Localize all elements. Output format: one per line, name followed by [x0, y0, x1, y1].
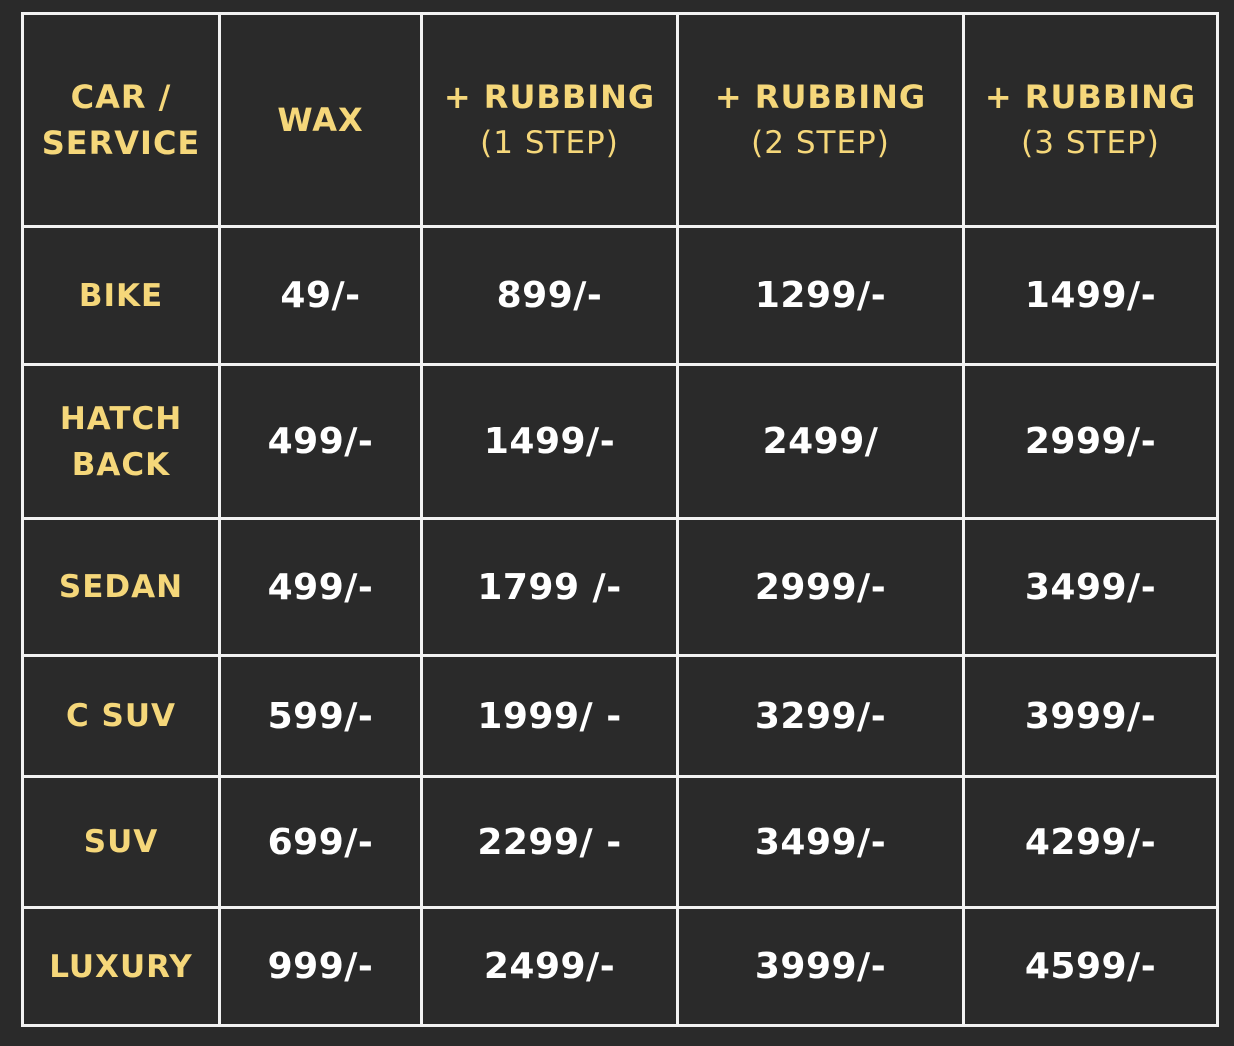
table-row: BIKE 49/- 899/- 1299/- 1499/- — [21, 225, 1219, 366]
row-label-cell: SUV — [21, 775, 221, 909]
price-rubbing-1-step: 1999/ - — [420, 654, 679, 778]
price-wax: 49/- — [218, 225, 423, 366]
price-wax: 499/- — [218, 517, 423, 657]
row-label-cell: HATCH BACK — [21, 363, 221, 520]
price-rubbing-2-step: 2999/- — [676, 517, 965, 657]
price-rubbing-3-step: 4599/- — [962, 906, 1219, 1027]
row-label-cell: SEDAN — [21, 517, 221, 657]
row-label: C SUV — [65, 698, 177, 734]
row-label: SUV — [83, 824, 159, 860]
row-label: BIKE — [78, 277, 164, 314]
header-car-service-line2: SERVICE — [41, 124, 201, 162]
price-rubbing-1-step: 899/- — [420, 225, 679, 366]
table-row: SUV 699/- 2299/ - 3499/- 4299/- — [21, 775, 1219, 909]
row-label-cell: BIKE — [21, 225, 221, 366]
price-wax: 999/- — [218, 906, 423, 1027]
price-rubbing-3-step: 4299/- — [962, 775, 1219, 909]
header-rubbing-2-sub: (2 STEP) — [751, 125, 890, 161]
price-wax: 699/- — [218, 775, 423, 909]
header-rubbing-1-main: + RUBBING — [443, 78, 656, 116]
price-rubbing-3-step: 3999/- — [962, 654, 1219, 778]
header-rubbing-1-sub: (1 STEP) — [480, 125, 619, 161]
price-rubbing-2-step: 3999/- — [676, 906, 965, 1027]
price-rubbing-2-step: 3299/- — [676, 654, 965, 778]
header-rubbing-2-step: + RUBBING (2 STEP) — [676, 12, 965, 228]
header-row: CAR / SERVICE WAX + RUBBING (1 STEP) + R… — [21, 12, 1219, 228]
price-table: CAR / SERVICE WAX + RUBBING (1 STEP) + R… — [21, 12, 1219, 1027]
price-wax: 599/- — [218, 654, 423, 778]
table-row: C SUV 599/- 1999/ - 3299/- 3999/- — [21, 654, 1219, 778]
header-wax: WAX — [218, 12, 423, 228]
row-label-line1: HATCH — [59, 400, 183, 437]
price-rubbing-2-step: 3499/- — [676, 775, 965, 909]
row-label: LUXURY — [49, 948, 193, 985]
row-label-line2: BACK — [71, 446, 171, 483]
header-car-service: CAR / SERVICE — [21, 12, 221, 228]
table-row: HATCH BACK 499/- 1499/- 2499/ 2999/- — [21, 363, 1219, 520]
price-rubbing-2-step: 2499/ — [676, 363, 965, 520]
price-rubbing-1-step: 2499/- — [420, 906, 679, 1027]
row-label-cell: C SUV — [21, 654, 221, 778]
price-rubbing-3-step: 1499/- — [962, 225, 1219, 366]
price-wax: 499/- — [218, 363, 423, 520]
header-rubbing-3-main: + RUBBING — [984, 78, 1197, 116]
table-row: LUXURY 999/- 2499/- 3999/- 4599/- — [21, 906, 1219, 1027]
header-wax-label: WAX — [277, 101, 364, 139]
price-rubbing-3-step: 2999/- — [962, 363, 1219, 520]
price-rubbing-1-step: 1499/- — [420, 363, 679, 520]
row-label-cell: LUXURY — [21, 906, 221, 1027]
price-rubbing-2-step: 1299/- — [676, 225, 965, 366]
header-car-service-line1: CAR / — [70, 78, 172, 116]
header-rubbing-2-main: + RUBBING — [714, 78, 927, 116]
price-rubbing-3-step: 3499/- — [962, 517, 1219, 657]
price-rubbing-1-step: 2299/ - — [420, 775, 679, 909]
table-row: SEDAN 499/- 1799 /- 2999/- 3499/- — [21, 517, 1219, 657]
row-label: SEDAN — [58, 569, 184, 605]
header-rubbing-3-step: + RUBBING (3 STEP) — [962, 12, 1219, 228]
price-rubbing-1-step: 1799 /- — [420, 517, 679, 657]
header-rubbing-3-sub: (3 STEP) — [1021, 125, 1160, 161]
header-rubbing-1-step: + RUBBING (1 STEP) — [420, 12, 679, 228]
